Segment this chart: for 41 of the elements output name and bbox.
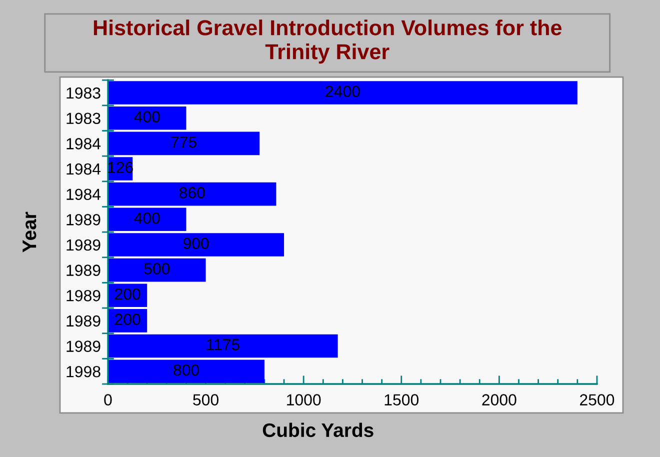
data-label: 1175 <box>206 339 240 350</box>
y-tick-label: 1989 <box>66 315 100 327</box>
y-tick-label: 1989 <box>66 340 100 352</box>
x-tick-label: 1000 <box>287 394 321 406</box>
data-label: 2400 <box>326 86 360 98</box>
x-tick-label: 0 <box>104 394 112 406</box>
data-label: 500 <box>144 263 170 274</box>
bar <box>108 233 284 256</box>
bar <box>108 132 260 156</box>
y-tick-label: 1989 <box>66 239 100 251</box>
y-tick-label: 1989 <box>66 264 100 276</box>
x-tick-label: 2500 <box>580 394 614 406</box>
bar <box>108 106 186 130</box>
x-tick-label: 2000 <box>482 394 516 406</box>
data-label: 200 <box>115 314 140 325</box>
bar <box>108 258 206 282</box>
data-label: 800 <box>174 364 199 376</box>
data-label: 400 <box>134 111 160 122</box>
data-label: 860 <box>179 187 205 198</box>
bar <box>108 81 578 104</box>
bar <box>108 182 276 206</box>
y-tick-label: 1989 <box>66 290 100 302</box>
data-label: 775 <box>171 136 196 148</box>
y-tick-label: 1983 <box>66 112 100 124</box>
y-tick-label: 1984 <box>66 163 101 175</box>
bar <box>108 360 264 384</box>
data-label: 900 <box>183 238 209 250</box>
bar <box>108 208 186 232</box>
bar <box>108 334 338 358</box>
chart-title: Historical Gravel Introduction Volumes for the Trinity River <box>94 20 562 64</box>
x-tick-label: 1500 <box>384 394 419 406</box>
x-tick-label: 500 <box>193 394 218 406</box>
y-tick-label: 1984 <box>66 138 101 150</box>
y-tick-label: 1989 <box>66 214 100 226</box>
y-tick-label: 1984 <box>66 188 101 200</box>
y-tick-label: 1998 <box>66 366 100 378</box>
x-axis-title: Cubic Yards <box>262 422 374 438</box>
data-label: 200 <box>115 288 140 300</box>
data-label: 400 <box>134 212 160 224</box>
y-tick-label: 1983 <box>66 87 100 99</box>
y-axis-title: Year <box>22 212 36 252</box>
